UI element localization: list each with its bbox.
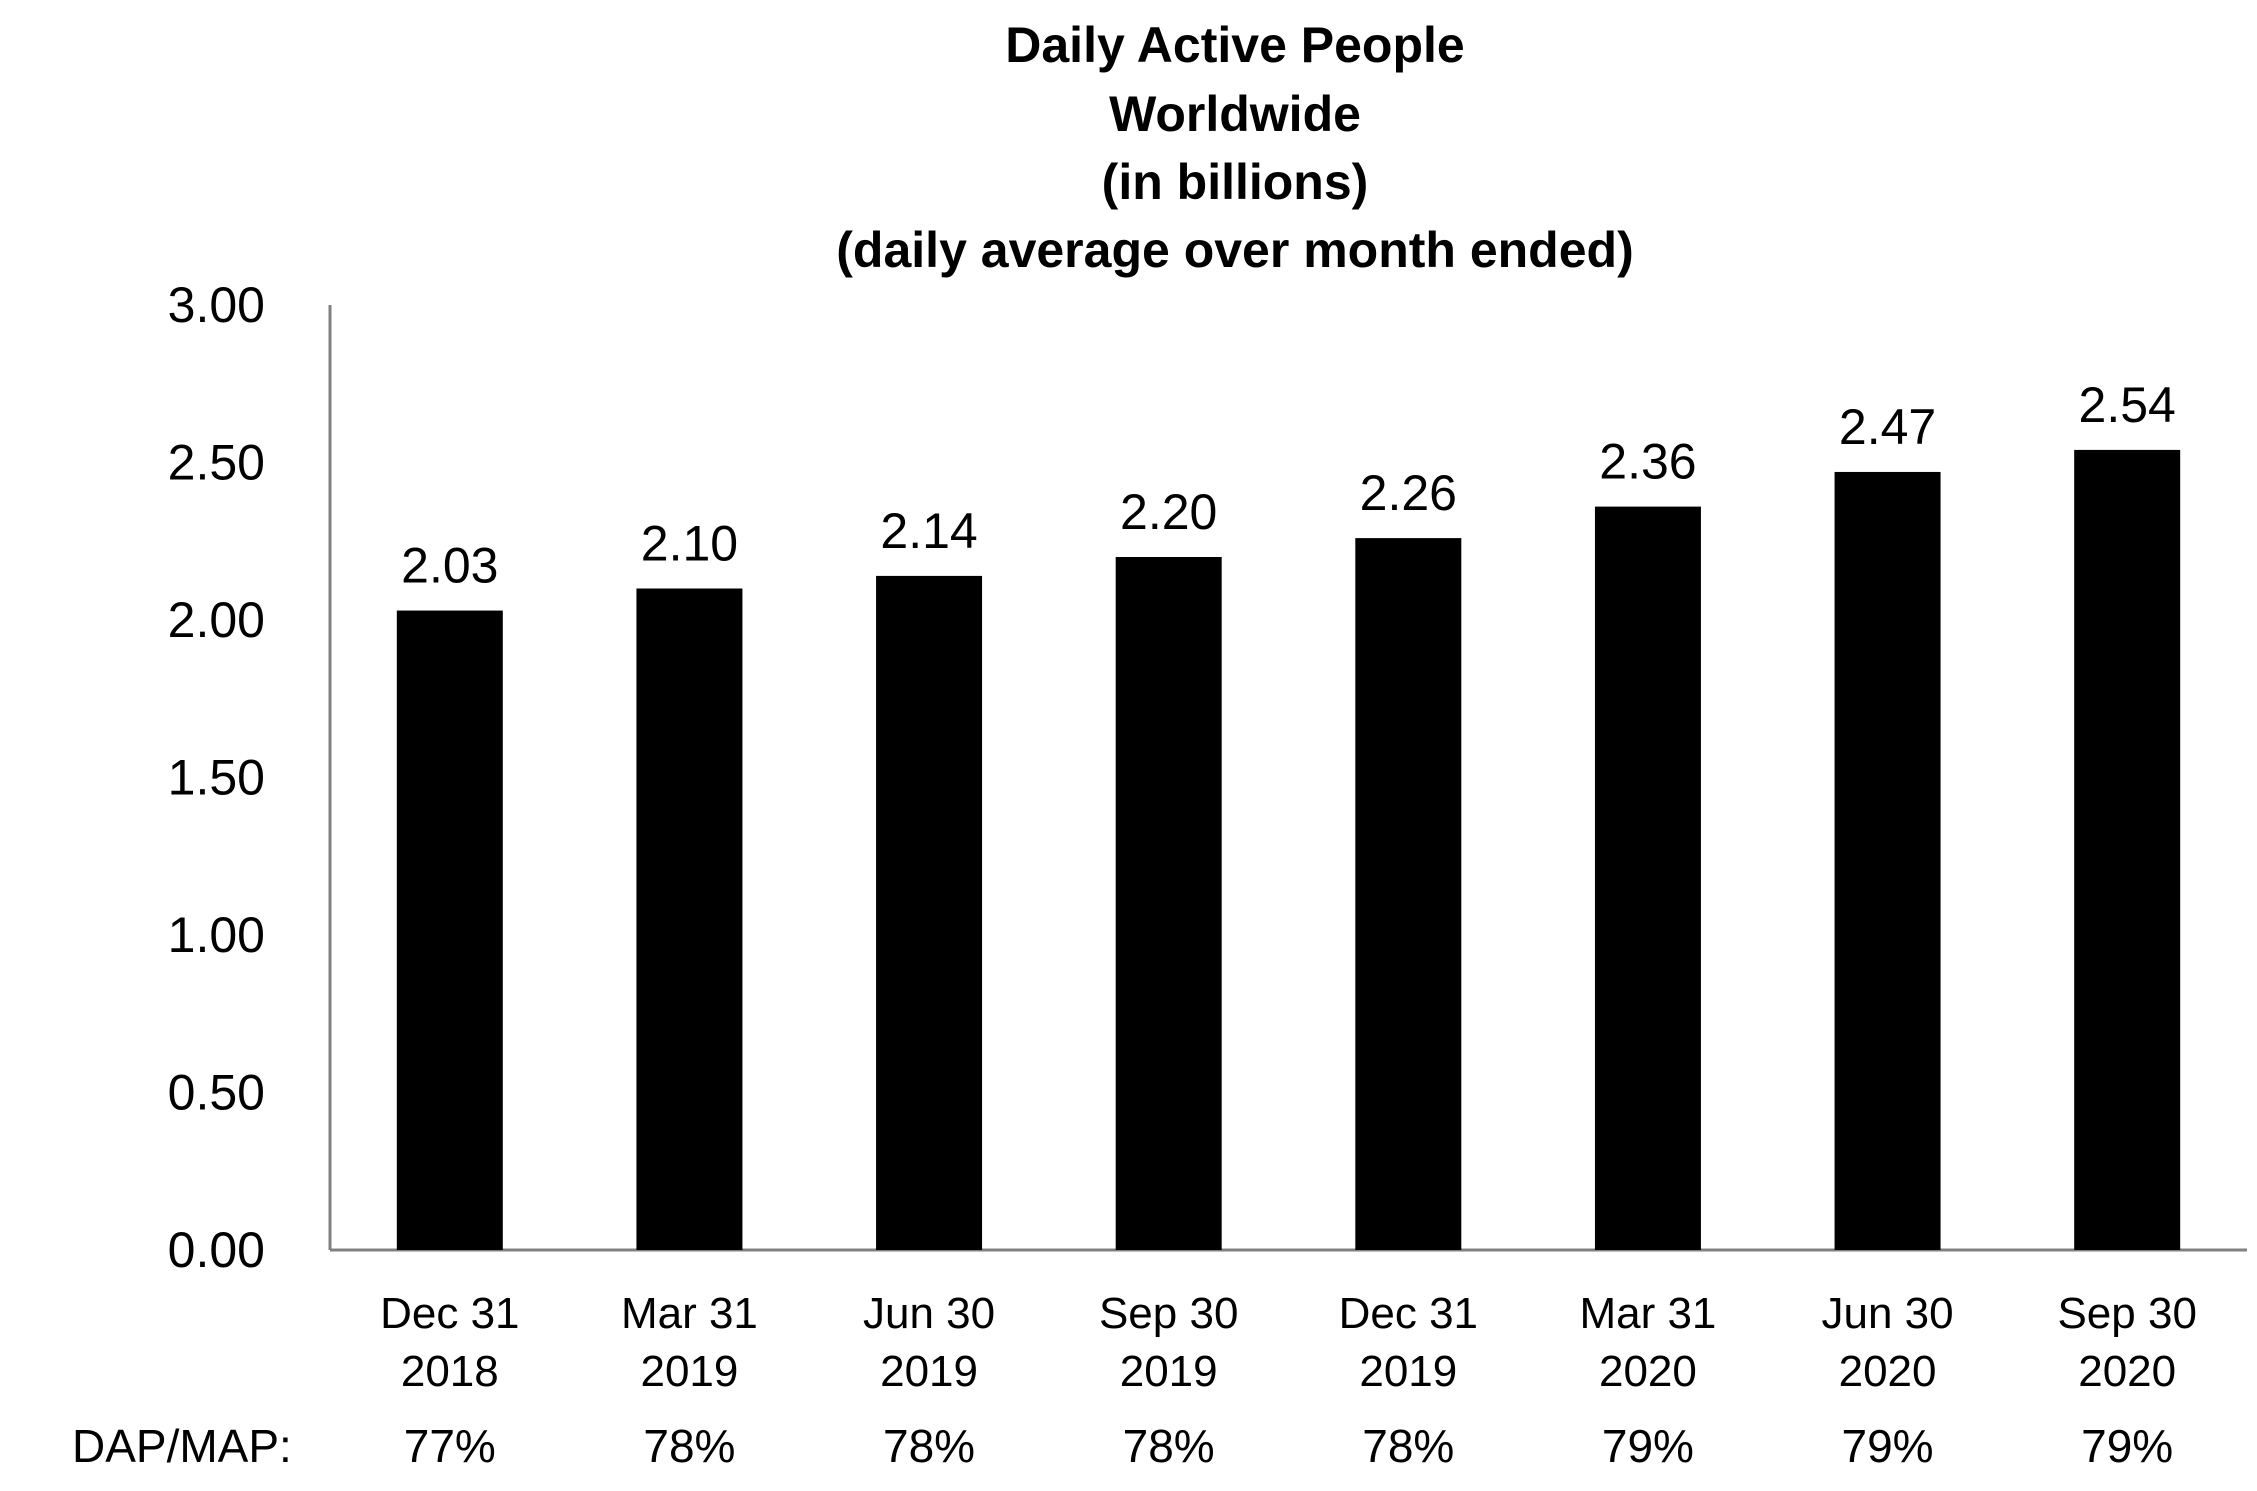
data-label-7: 2.47 <box>1839 399 1936 455</box>
title-line-1: Daily Active People <box>1005 17 1464 73</box>
data-label-4: 2.20 <box>1120 484 1217 540</box>
dap-map-value-8: 79% <box>2081 1420 2173 1472</box>
category-label-line2: 2019 <box>1359 1347 1457 1396</box>
y-tick-label: 2.00 <box>168 592 265 648</box>
category-label-line1: Jun 30 <box>1822 1289 1954 1338</box>
category-label-line2: 2019 <box>640 1347 738 1396</box>
data-labels: 2.03 2.10 2.14 2.20 2.26 2.36 2.47 2.54 <box>401 377 2176 594</box>
category-label-line2: 2019 <box>1120 1347 1218 1396</box>
data-label-8: 2.54 <box>2079 377 2176 433</box>
category-label-line2: 2020 <box>2078 1347 2176 1396</box>
bar-6 <box>1594 506 1701 1251</box>
category-label-line2: 2020 <box>1839 1347 1937 1396</box>
bar-2 <box>636 588 743 1250</box>
y-axis-ticks: 0.00 0.50 1.00 1.50 2.00 2.50 3.00 <box>168 277 265 1278</box>
data-label-2: 2.10 <box>641 516 738 572</box>
data-label-6: 2.36 <box>1599 434 1696 490</box>
axes <box>328 305 2247 1252</box>
bar-7 <box>1834 471 1941 1250</box>
bar-5 <box>1355 538 1462 1250</box>
data-label-1: 2.03 <box>401 538 498 594</box>
x-axis-categories: Dec 31 2018 Mar 31 2019 Jun 30 2019 Sep 30 2019… <box>380 1289 2197 1396</box>
category-label-line1: Sep 30 <box>1099 1289 1238 1338</box>
bar-3 <box>876 575 983 1250</box>
y-tick-label: 0.00 <box>168 1222 265 1278</box>
dap-map-value-2: 78% <box>643 1420 735 1472</box>
bars <box>396 449 2181 1251</box>
dap-map-value-4: 78% <box>1123 1420 1215 1472</box>
y-tick-label: 1.50 <box>168 750 265 806</box>
title-line-4: (daily average over month ended) <box>836 222 1633 278</box>
dap-map-label: DAP/MAP: <box>72 1420 292 1472</box>
y-tick-label: 0.50 <box>168 1065 265 1121</box>
y-tick-label: 1.00 <box>168 907 265 963</box>
dap-map-value-6: 79% <box>1602 1420 1694 1472</box>
title-line-3: (in billions) <box>1102 154 1369 210</box>
category-label-line1: Sep 30 <box>2057 1289 2196 1338</box>
dap-map-value-1: 77% <box>404 1420 496 1472</box>
bar-1 <box>396 610 503 1250</box>
category-label-line1: Mar 31 <box>1579 1289 1716 1338</box>
category-label-line2: 2020 <box>1599 1347 1697 1396</box>
dap-map-value-7: 79% <box>1842 1420 1934 1472</box>
y-tick-label: 2.50 <box>168 435 265 491</box>
dap-map-value-5: 78% <box>1362 1420 1454 1472</box>
category-label-line1: Jun 30 <box>863 1289 995 1338</box>
bar-4 <box>1115 557 1222 1250</box>
category-label-line1: Dec 31 <box>1339 1289 1478 1338</box>
category-label-line1: Mar 31 <box>621 1289 758 1338</box>
category-label-line1: Dec 31 <box>380 1289 519 1338</box>
y-tick-label: 3.00 <box>168 277 265 333</box>
bar-8 <box>2074 449 2181 1250</box>
data-label-5: 2.26 <box>1360 465 1457 521</box>
dap-map-row: DAP/MAP: 77% 78% 78% 78% 78% 79% 79% 79% <box>72 1420 2173 1472</box>
category-label-line2: 2018 <box>401 1347 499 1396</box>
data-label-3: 2.14 <box>880 503 977 559</box>
title-line-2: Worldwide <box>1109 86 1361 142</box>
category-label-line2: 2019 <box>880 1347 978 1396</box>
chart-title: Daily Active People Worldwide (in billions… <box>836 17 1633 278</box>
dap-map-value-3: 78% <box>883 1420 975 1472</box>
